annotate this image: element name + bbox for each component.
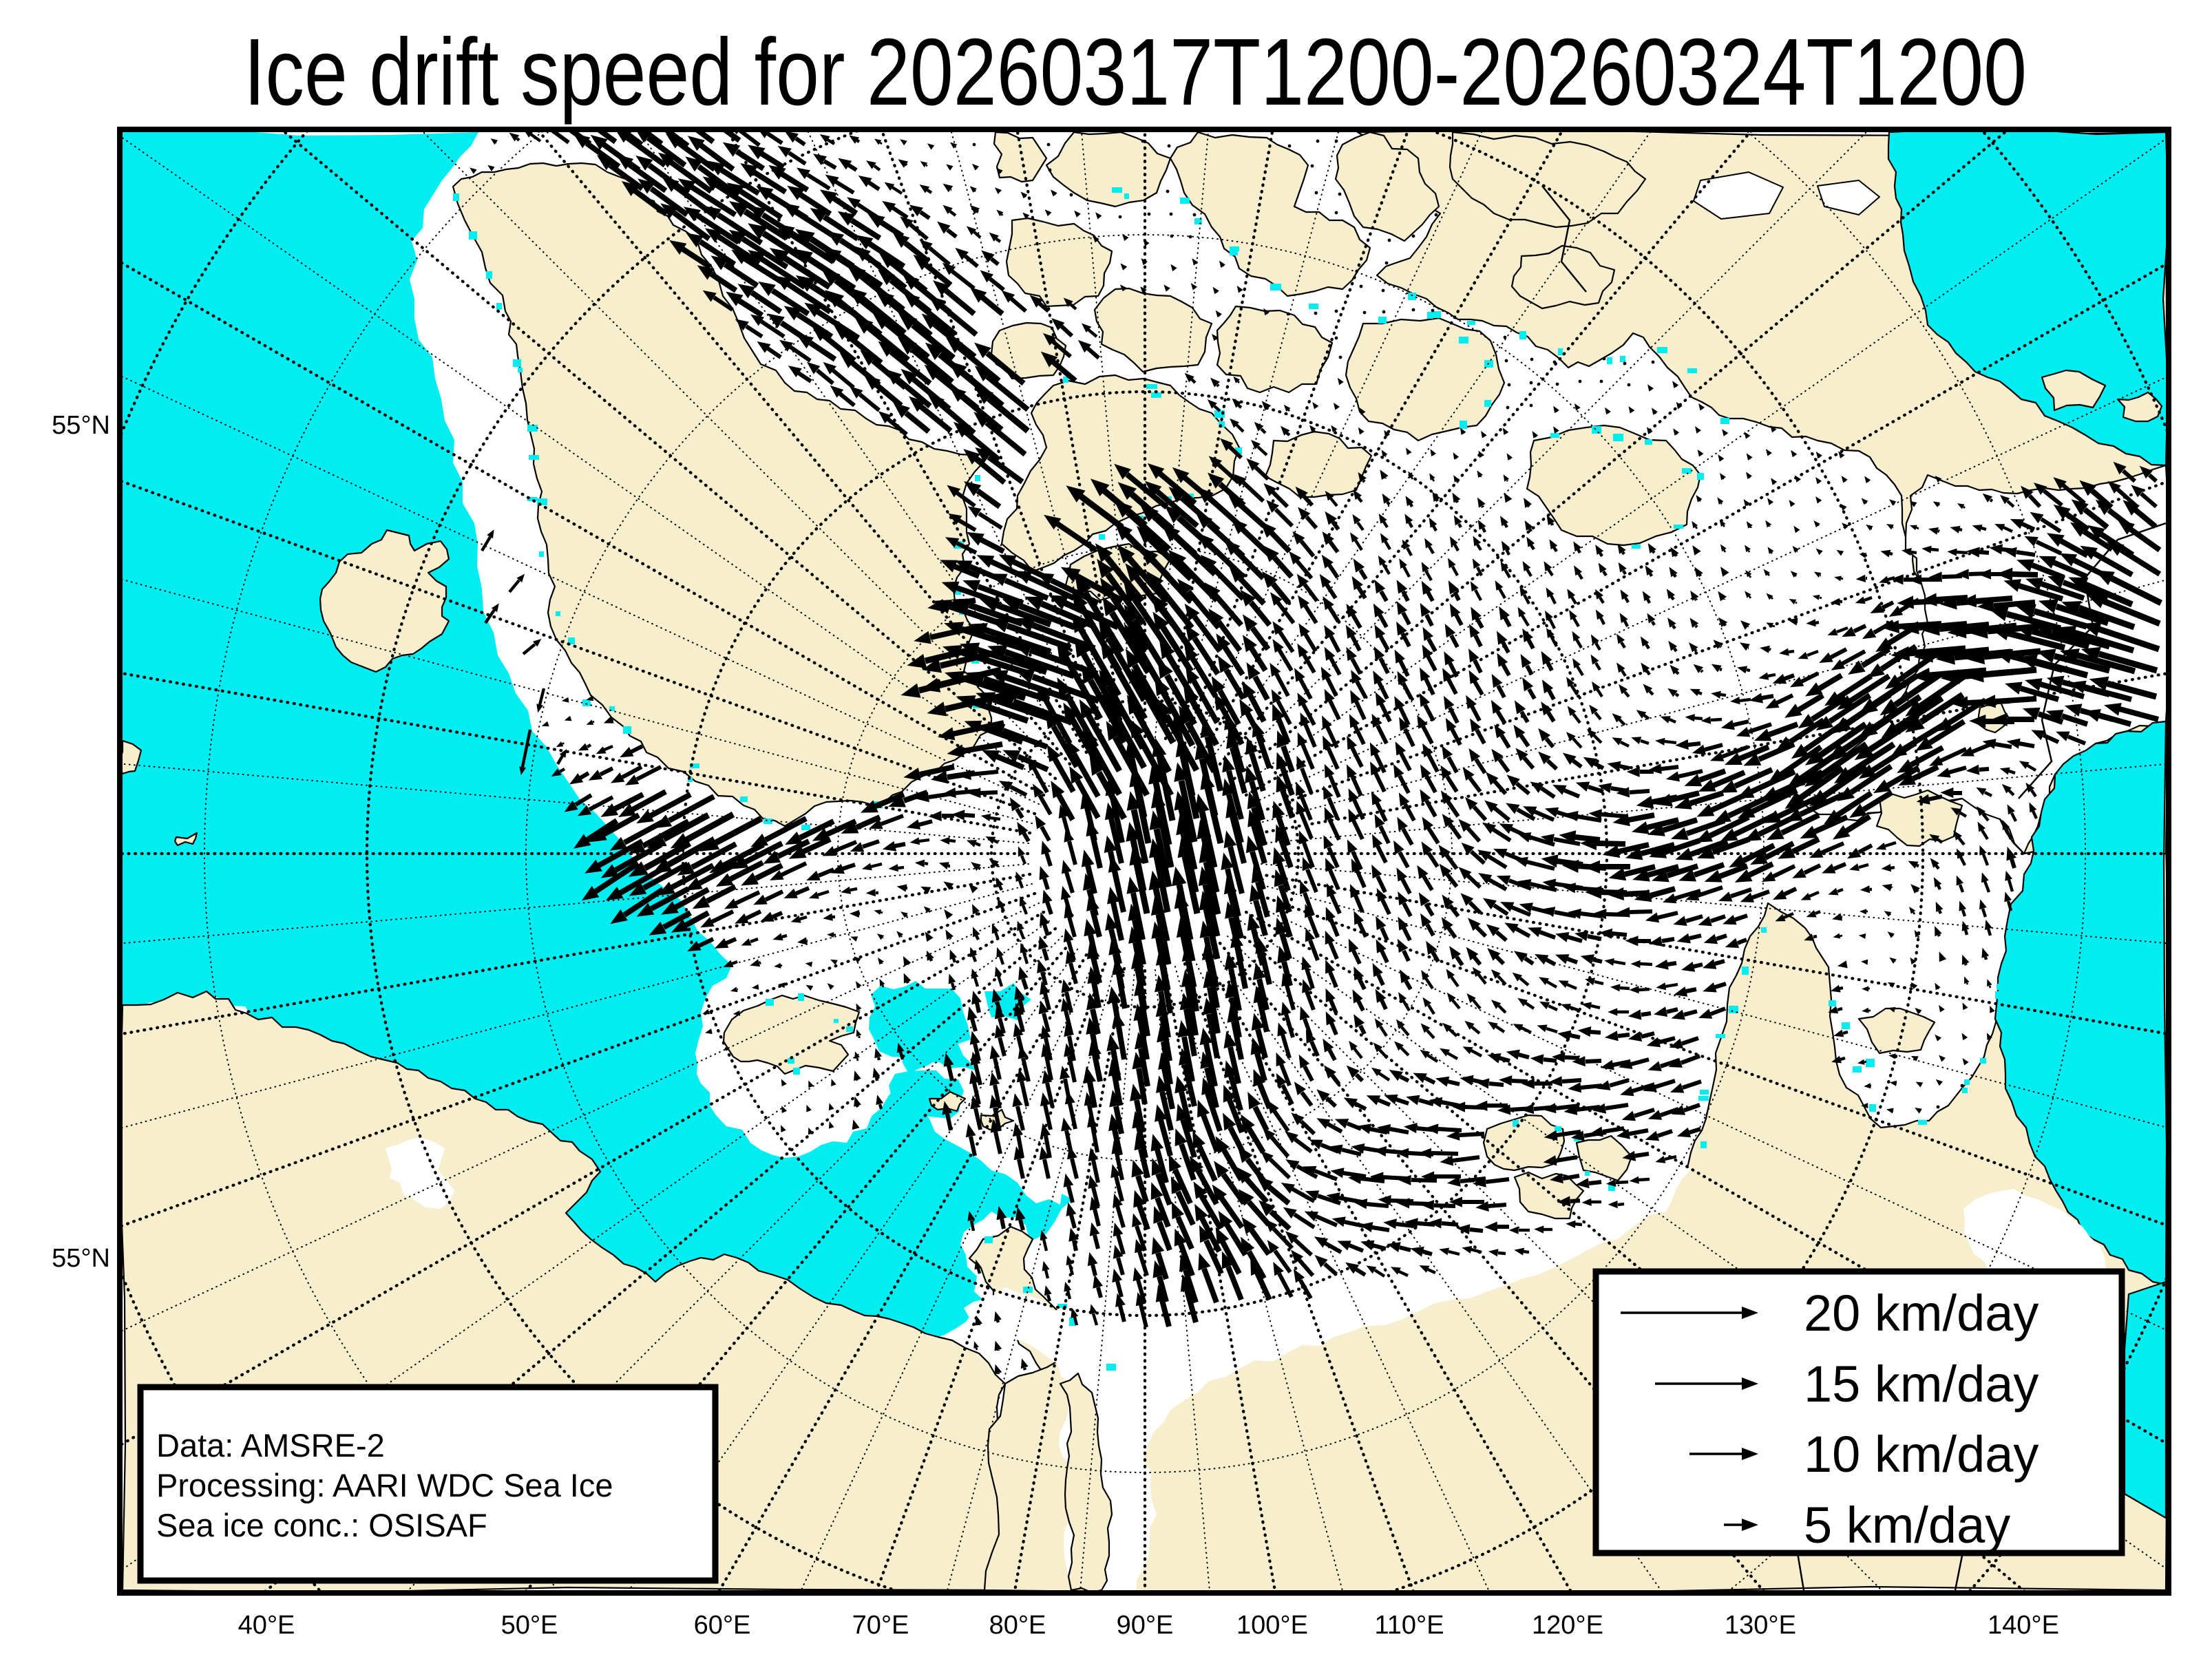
svg-text:60°E: 60°E xyxy=(694,1611,751,1640)
svg-text:55°N: 55°N xyxy=(52,1244,110,1273)
svg-text:Data: AMSRE-2: Data: AMSRE-2 xyxy=(156,1427,385,1464)
svg-text:Ice drift speed for 20260317T1: Ice drift speed for 20260317T1200-202603… xyxy=(244,19,2027,125)
svg-text:80°E: 80°E xyxy=(989,1611,1046,1640)
svg-text:Processing: AARI WDC Sea Ice: Processing: AARI WDC Sea Ice xyxy=(156,1467,613,1503)
svg-text:20 km/day: 20 km/day xyxy=(1804,1285,2039,1342)
svg-text:5 km/day: 5 km/day xyxy=(1804,1497,2010,1554)
svg-text:100°E: 100°E xyxy=(1236,1611,1308,1640)
svg-text:120°E: 120°E xyxy=(1532,1611,1603,1640)
svg-text:50°E: 50°E xyxy=(501,1611,558,1640)
svg-text:110°E: 110°E xyxy=(1374,1611,1444,1640)
svg-text:90°E: 90°E xyxy=(1117,1611,1174,1640)
svg-text:70°E: 70°E xyxy=(852,1611,909,1640)
svg-text:55°N: 55°N xyxy=(52,411,110,440)
svg-text:Sea ice conc.: OSISAF: Sea ice conc.: OSISAF xyxy=(156,1507,487,1543)
svg-text:15 km/day: 15 km/day xyxy=(1804,1355,2039,1413)
svg-text:130°E: 130°E xyxy=(1725,1611,1796,1640)
svg-text:40°E: 40°E xyxy=(238,1611,295,1640)
svg-text:10 km/day: 10 km/day xyxy=(1804,1426,2039,1483)
svg-text:140°E: 140°E xyxy=(1988,1611,2059,1640)
